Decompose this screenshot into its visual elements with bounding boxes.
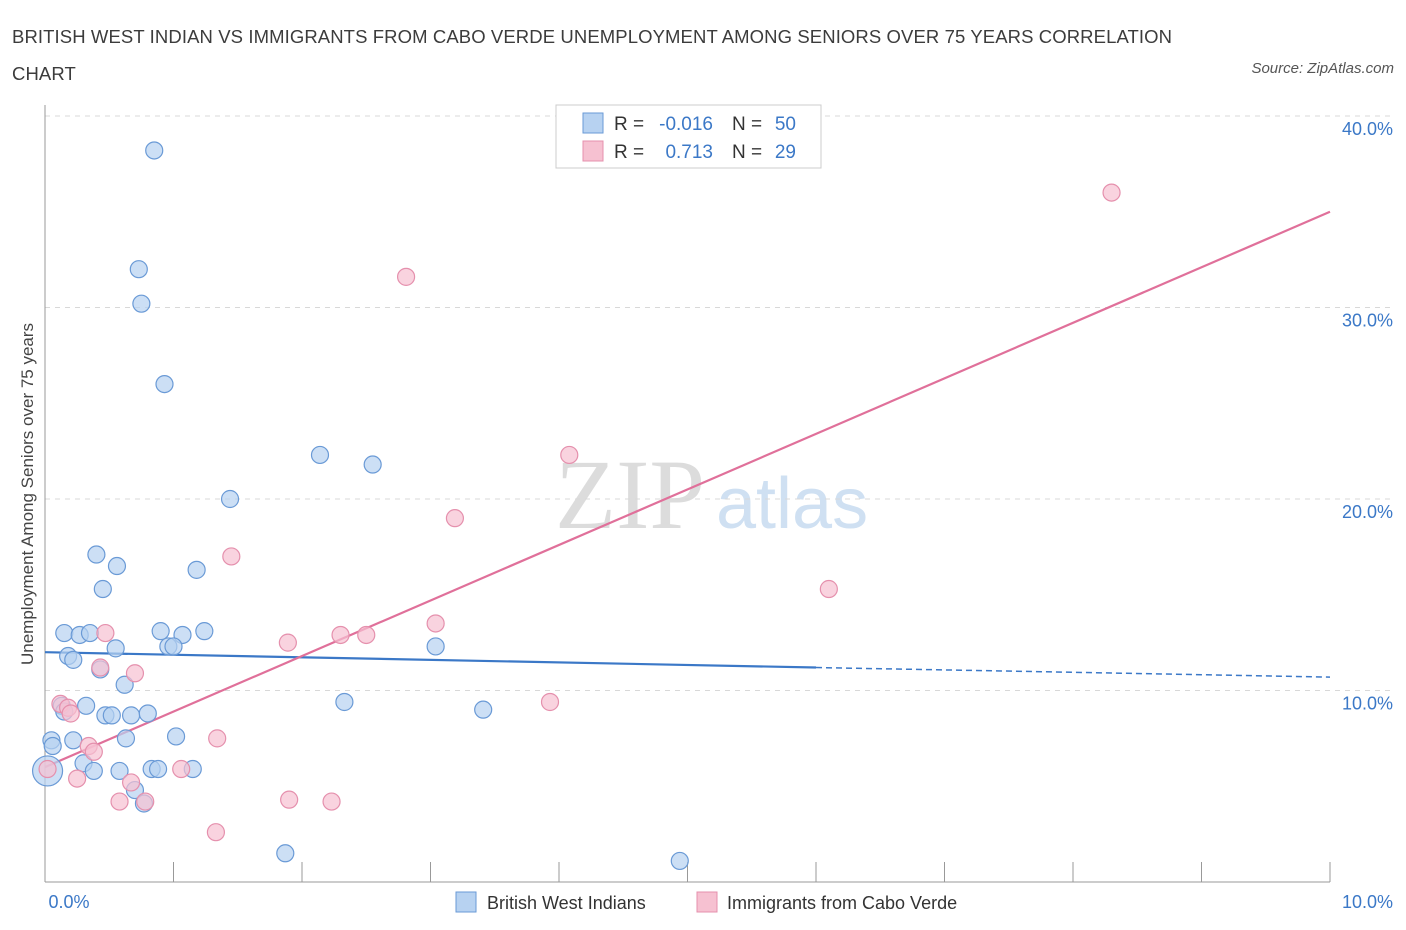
point-british-west-indians-38	[43, 736, 62, 756]
trend-lines	[44, 210, 1331, 769]
stats-legend-swatch-pink	[582, 140, 604, 162]
point-cabo-verde-25	[110, 792, 129, 811]
point-cabo-verde-21	[68, 769, 87, 788]
point-british-west-indians-30	[102, 706, 121, 725]
point-cabo-verde-23	[280, 790, 299, 809]
point-british-west-indians-26	[77, 696, 96, 715]
point-cabo-verde-27	[206, 823, 226, 842]
point-british-west-indians-41	[110, 761, 129, 781]
data-points	[31, 141, 1121, 871]
point-cabo-verde-24	[322, 792, 341, 811]
point-cabo-verde-2	[560, 445, 579, 465]
trend-line-blue	[44, 651, 817, 669]
point-cabo-verde-9	[357, 625, 376, 645]
point-british-west-indians-11	[55, 623, 74, 643]
chart-title: BRITISH WEST INDIAN VS IMMIGRANTS FROM C…	[12, 26, 1173, 84]
point-cabo-verde-17	[208, 729, 227, 748]
stats-legend-r-label-blue: R =	[614, 114, 644, 135]
point-british-west-indians-1	[129, 260, 148, 279]
point-british-west-indians-40	[84, 761, 103, 781]
point-british-west-indians-7	[87, 545, 106, 564]
point-british-west-indians-20	[426, 637, 445, 656]
point-cabo-verde-7	[278, 633, 297, 652]
point-british-west-indians-8	[107, 556, 127, 576]
point-cabo-verde-15	[61, 704, 80, 723]
stats-legend-swatch-blue	[582, 112, 604, 134]
y-tick-label-20: 20.0%	[1342, 502, 1393, 522]
stats-legend: R = -0.016 N = 50 R = 0.713 N = 29	[555, 104, 822, 169]
point-cabo-verde-11	[91, 658, 110, 677]
point-british-west-indians-49	[670, 851, 689, 871]
point-british-west-indians-10	[93, 579, 112, 599]
point-cabo-verde-6	[426, 614, 445, 633]
trend-line-pink	[44, 210, 1331, 769]
point-british-west-indians-0	[145, 141, 164, 160]
point-british-west-indians-22	[64, 650, 83, 669]
point-british-west-indians-9	[187, 560, 206, 579]
point-british-west-indians-33	[474, 700, 493, 719]
point-cabo-verde-10	[96, 623, 115, 643]
point-british-west-indians-37	[166, 727, 186, 746]
point-cabo-verde-5	[819, 579, 838, 599]
point-cabo-verde-8	[331, 625, 350, 645]
watermark-zip: ZIP	[555, 439, 705, 550]
point-cabo-verde-19	[84, 742, 103, 761]
bottom-legend: British West Indians Immigrants from Cab…	[455, 891, 957, 913]
point-british-west-indians-43	[148, 759, 168, 779]
point-cabo-verde-1	[396, 267, 416, 286]
point-cabo-verde-0	[1102, 183, 1121, 202]
bottom-legend-label-blue: British West Indians	[487, 893, 646, 913]
point-british-west-indians-14	[151, 622, 170, 641]
gridlines	[45, 115, 1395, 691]
bottom-legend-swatch-pink	[696, 891, 718, 913]
point-british-west-indians-5	[363, 455, 382, 474]
y-axis-label: Unemployment Among Seniors over 75 years	[18, 323, 37, 665]
stats-legend-r-label-pink: R =	[614, 142, 644, 163]
bottom-legend-label-pink: Immigrants from Cabo Verde	[727, 893, 957, 913]
stats-legend-r-value-blue: -0.016	[659, 114, 713, 135]
point-british-west-indians-36	[116, 729, 136, 748]
y-tick-label-30: 30.0%	[1342, 311, 1393, 331]
point-british-west-indians-3	[155, 375, 174, 394]
point-cabo-verde-28	[38, 759, 57, 779]
x-tick-label-min: 0.0%	[48, 892, 89, 912]
stats-legend-n-label-blue: N =	[732, 114, 762, 135]
y-tick-label-40: 40.0%	[1342, 119, 1393, 139]
point-british-west-indians-32	[138, 704, 157, 723]
point-british-west-indians-2	[132, 294, 151, 313]
point-british-west-indians-31	[121, 706, 141, 725]
point-british-west-indians-19	[106, 639, 125, 658]
stats-legend-r-value-pink: 0.713	[665, 142, 713, 163]
watermark-atlas: atlas	[716, 464, 868, 544]
point-british-west-indians-48	[276, 844, 295, 863]
x-tick-label-max: 10.0%	[1342, 892, 1393, 912]
point-british-west-indians-13	[80, 623, 100, 643]
y-axis-tick-labels: 10.0% 20.0% 30.0% 40.0%	[1342, 119, 1393, 714]
point-british-west-indians-4	[310, 445, 330, 465]
point-british-west-indians-25	[335, 692, 354, 712]
stats-legend-n-value-pink: 29	[775, 142, 796, 163]
point-cabo-verde-20	[172, 759, 191, 779]
point-british-west-indians-35	[64, 731, 83, 750]
stats-legend-n-label-pink: N =	[732, 142, 762, 163]
point-cabo-verde-4	[222, 547, 241, 566]
point-cabo-verde-12	[125, 664, 145, 683]
chart-source: Source: ZipAtlas.com	[1251, 60, 1394, 77]
point-cabo-verde-26	[136, 792, 155, 811]
point-british-west-indians-6	[220, 489, 240, 509]
stats-legend-n-value-blue: 50	[775, 114, 796, 135]
bottom-legend-swatch-blue	[455, 891, 477, 913]
point-cabo-verde-3	[445, 509, 465, 528]
point-british-west-indians-18	[164, 637, 183, 656]
point-british-west-indians-24	[115, 675, 134, 694]
point-british-west-indians-16	[195, 622, 214, 641]
trend-line-blue-extension	[815, 666, 1331, 678]
x-axis-ticks	[44, 862, 1331, 882]
point-cabo-verde-22	[121, 773, 141, 792]
point-cabo-verde-16	[540, 692, 560, 712]
y-tick-label-10: 10.0%	[1342, 694, 1393, 714]
